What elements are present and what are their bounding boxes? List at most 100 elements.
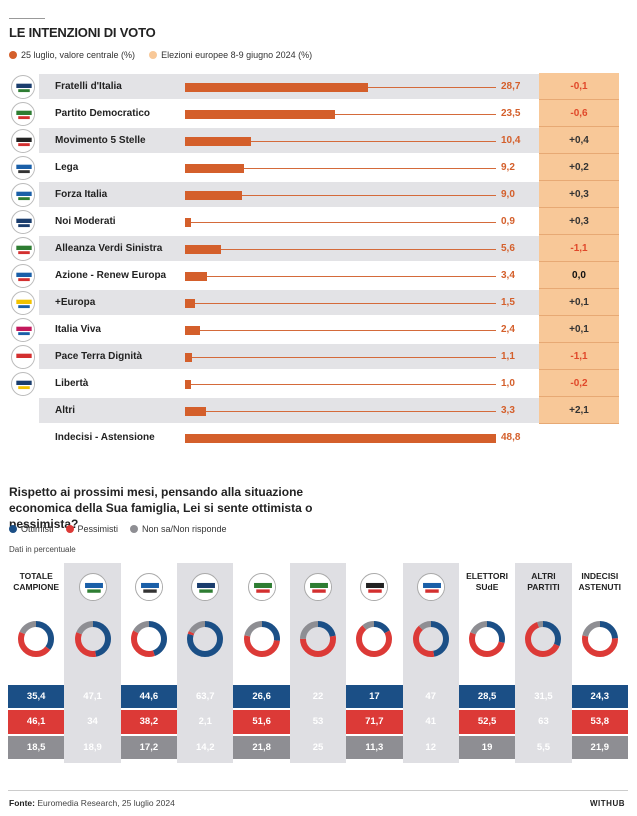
donut-slice-nonsa <box>18 621 55 657</box>
top-rule <box>9 18 45 19</box>
pessimisti-value: 53 <box>312 716 324 727</box>
legend-item-pessimisti: Pessimisti <box>65 524 118 534</box>
forza-italia-logo-icon <box>78 573 107 601</box>
bottom-rule <box>8 790 628 791</box>
bar-value-label: 10,4 <box>501 135 521 146</box>
donut-slice-nonsa <box>525 621 562 657</box>
pessimisti-value: 53,8 <box>590 716 610 727</box>
survey-column: TOTALE CAMPIONE 35,4 46,1 18,5 <box>8 563 64 763</box>
lega-logo-icon <box>134 573 163 601</box>
party-name: Libertà <box>55 378 89 389</box>
bar-track <box>185 222 496 223</box>
party-name: Altri <box>55 405 75 416</box>
bar <box>185 137 252 146</box>
ottimisti-value: 44,6 <box>139 691 159 702</box>
section1-legend: 25 luglio, valore centrale (%) Elezioni … <box>9 50 312 60</box>
bar-track <box>185 249 496 250</box>
bar-value-label: 0,9 <box>501 216 515 227</box>
fratelli-ditalia-logo-icon <box>11 75 35 99</box>
bar-track <box>185 330 496 331</box>
diff-value-label: +0,3 <box>539 181 619 208</box>
party-name: Partito Democratico <box>55 108 151 119</box>
row-background <box>39 182 541 207</box>
bar-track <box>185 168 496 169</box>
bar-value-label: 9,2 <box>501 162 515 173</box>
legend-dot-pessimisti <box>65 525 74 533</box>
bar-value-label: 28,7 <box>501 81 521 92</box>
donut-slice-nonsa <box>581 621 618 657</box>
bar-row: Partito Democratico 23,5 -0,6 <box>7 100 619 127</box>
source-label: Fonte: <box>9 798 35 808</box>
pd-logo-icon <box>247 573 276 601</box>
row-background <box>39 290 541 315</box>
donut-slice-nonsa <box>74 621 111 657</box>
ottimisti-value: 28,5 <box>477 691 497 702</box>
diff-value-label: -1,1 <box>539 235 619 262</box>
ottimisti-value: 17 <box>369 691 380 702</box>
nonsa-value: 21,9 <box>590 742 610 753</box>
pessimisti-value: 63 <box>538 716 549 727</box>
ottimisti-value: 47,1 <box>83 691 102 702</box>
party-name: Indecisi - Astensione <box>55 432 155 443</box>
avs-logo-icon <box>11 237 35 261</box>
survey-column: ELETTORI SUdE 28,5 52,5 19 <box>459 563 515 763</box>
column-header: INDECISI ASTENUTI <box>578 571 622 592</box>
donut-slice-nonsa <box>412 621 449 657</box>
bar-track <box>185 114 496 115</box>
brand-logo: WITHUB <box>590 799 625 808</box>
donut-chart <box>469 621 506 657</box>
party-name: Fratelli d'Italia <box>55 81 122 92</box>
bar-value-label: 3,4 <box>501 270 515 281</box>
donut-chart <box>243 621 280 657</box>
bar-value-label: 3,3 <box>501 405 515 416</box>
donut-slice-pessimisti <box>18 621 55 657</box>
bar-row: Fratelli d'Italia 28,7 -0,1 <box>7 73 619 100</box>
donut-slice-nonsa <box>469 621 506 657</box>
pace-terra-dignita-logo-icon <box>11 345 35 369</box>
section2-legend: Ottimisti Pessimisti Non sa/Non risponde <box>9 524 227 534</box>
pessimisti-value: 34 <box>87 716 98 727</box>
bar-track <box>185 384 496 385</box>
donut-chart <box>299 621 336 657</box>
ottimisti-value: 24,3 <box>590 691 610 702</box>
nonsa-value: 21,8 <box>252 742 271 753</box>
bar-value-label: 9,0 <box>501 189 515 200</box>
legend-label-europee: Elezioni europee 8-9 giugno 2024 (%) <box>161 50 313 60</box>
noi-moderati-logo-icon <box>11 210 35 234</box>
pessimisti-value: 71,7 <box>365 716 384 727</box>
bar-track <box>185 195 496 196</box>
section2-title: Rispetto ai prossimi mesi, pensando alla… <box>9 485 313 531</box>
donut-chart <box>18 621 55 657</box>
party-name: +Europa <box>55 297 96 308</box>
legend-item-nonsa: Non sa/Non risponde <box>130 524 227 534</box>
nonsa-value: 11,3 <box>365 742 384 753</box>
bar-track <box>185 357 496 358</box>
party-name: Alleanza Verdi Sinistra <box>55 243 163 254</box>
donut-slice-nonsa <box>243 621 280 657</box>
donut-slice-pessimisti <box>412 621 449 657</box>
legend-item-ottimisti: Ottimisti <box>9 524 54 534</box>
bar-value-label: 1,1 <box>501 351 515 362</box>
bar-row: Movimento 5 Stelle 10,4 +0,4 <box>7 127 619 154</box>
italia-viva-logo-icon <box>11 318 35 342</box>
donut-slice-pessimisti <box>581 621 618 657</box>
fratelli-ditalia-logo-icon <box>191 573 220 601</box>
legend-item-europee: Elezioni europee 8-9 giugno 2024 (%) <box>149 50 312 60</box>
nonsa-value: 18,9 <box>83 742 102 753</box>
ottimisti-value: 47 <box>425 691 436 702</box>
donut-slice-pessimisti <box>469 621 506 657</box>
legend-dot-nonsa <box>130 525 139 533</box>
diff-value-label: +0,1 <box>539 316 619 343</box>
ottimisti-value: 31,5 <box>534 691 553 702</box>
bar <box>185 353 192 362</box>
piu-europa-logo-icon <box>11 291 35 315</box>
nonsa-value: 5,5 <box>536 742 551 753</box>
bar <box>185 83 368 92</box>
ottimisti-value: 26,6 <box>252 691 271 702</box>
column-header: TOTALE CAMPIONE <box>13 571 60 592</box>
bar-track <box>185 303 496 304</box>
nonsa-value: 25 <box>312 742 324 753</box>
diff-value-label: -1,1 <box>539 343 619 370</box>
bar <box>185 407 207 416</box>
donut-slice-nonsa <box>356 621 393 657</box>
